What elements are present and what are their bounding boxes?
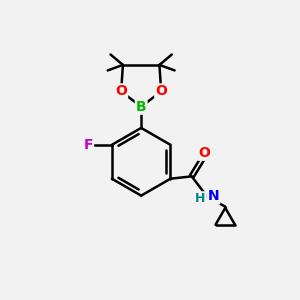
Text: N: N [208, 189, 219, 203]
Text: O: O [155, 84, 167, 98]
Text: H: H [195, 192, 206, 205]
Text: B: B [136, 100, 146, 114]
Text: O: O [198, 146, 210, 160]
Text: O: O [115, 84, 127, 98]
Text: F: F [83, 138, 93, 152]
